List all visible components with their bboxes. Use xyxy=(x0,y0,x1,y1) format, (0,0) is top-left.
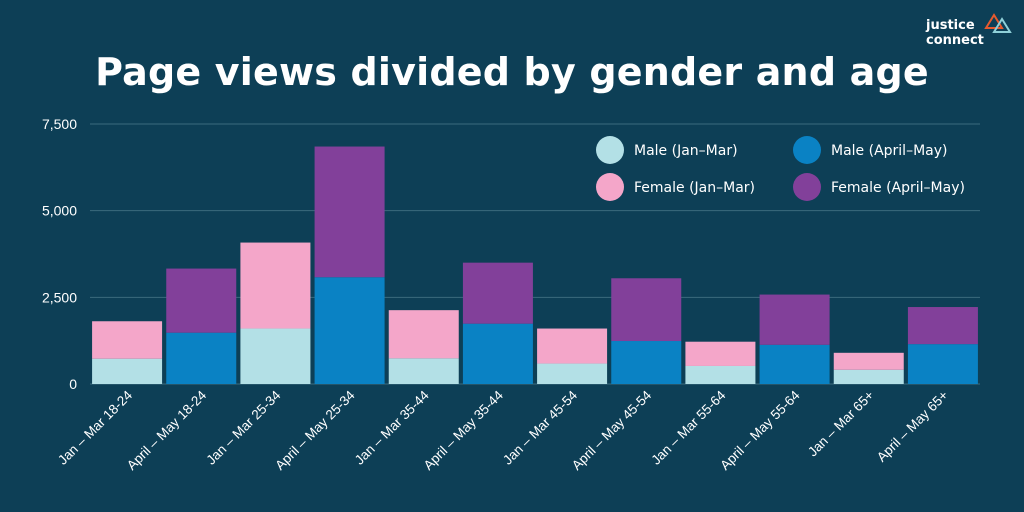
legend-label: Female (Jan–Mar) xyxy=(634,180,755,196)
bar-segment xyxy=(537,328,608,364)
legend-label: Female (April–May) xyxy=(831,180,965,196)
bar-segment xyxy=(314,146,385,278)
logo-text-line2: connect xyxy=(926,33,984,48)
x-tick-label: Jan – Mar 25-34 xyxy=(203,387,283,467)
grid xyxy=(90,123,980,385)
y-tick-label: 5,000 xyxy=(42,203,77,219)
y-tick-label: 0 xyxy=(69,376,77,392)
legend-marker xyxy=(793,173,821,201)
legend: Male (Jan–Mar) Male (April–May) Female (Ja… xyxy=(596,136,965,201)
legend-label: Male (Jan–Mar) xyxy=(634,143,738,159)
bar-segment xyxy=(166,268,237,333)
bar-segment xyxy=(240,328,311,384)
bar-segment xyxy=(759,294,830,345)
legend-marker xyxy=(596,173,624,201)
bar-segment xyxy=(833,352,904,370)
bar-segment xyxy=(166,332,237,384)
x-tick-label: April – May 45-54 xyxy=(569,387,655,473)
bar-segment xyxy=(537,363,608,384)
legend-marker xyxy=(793,136,821,164)
bar-segment xyxy=(314,277,385,384)
legend-label: Male (April–May) xyxy=(831,143,947,159)
bar-segment xyxy=(462,262,533,324)
x-tick-label: April – May 25-34 xyxy=(272,387,358,473)
logo-text-line1: justice xyxy=(925,18,975,33)
x-tick-label: Jan – Mar 18-24 xyxy=(55,387,135,467)
bar-segment xyxy=(685,341,756,366)
bar-segment xyxy=(240,242,311,329)
y-axis: 0 2,500 5,000 7,500 xyxy=(42,116,77,392)
bar-segment xyxy=(92,321,163,359)
x-tick-label: Jan – Mar 35-44 xyxy=(352,387,432,467)
bars xyxy=(92,146,978,384)
bar-segment xyxy=(92,358,163,384)
bar-segment xyxy=(462,323,533,384)
x-tick-label: April – May 55-64 xyxy=(717,387,803,473)
legend-marker xyxy=(596,136,624,164)
bar-segment xyxy=(611,278,682,342)
x-tick-label: Jan – Mar 45-54 xyxy=(500,387,580,467)
bar-segment xyxy=(685,365,756,384)
x-tick-label: April – May 65+ xyxy=(874,387,951,464)
bar-segment xyxy=(388,358,459,384)
chart-title: Page views divided by gender and age xyxy=(95,50,929,94)
x-tick-label: Jan – Mar 55-64 xyxy=(648,387,728,467)
y-tick-label: 2,500 xyxy=(42,289,77,305)
y-tick-label: 7,500 xyxy=(42,116,77,132)
justice-connect-logo: justice connect xyxy=(925,13,1012,48)
bar-segment xyxy=(759,344,830,384)
logo-triangles-icon xyxy=(984,13,1012,33)
bar-segment xyxy=(611,341,682,384)
bar-segment xyxy=(388,310,459,359)
bar-segment xyxy=(907,307,978,345)
bar-segment xyxy=(907,344,978,384)
x-tick-label: April – May 18-24 xyxy=(124,387,210,473)
x-tick-label: Jan – Mar 65+ xyxy=(805,387,877,459)
x-tick-label: April – May 35-44 xyxy=(421,387,507,473)
bar-segment xyxy=(833,369,904,384)
